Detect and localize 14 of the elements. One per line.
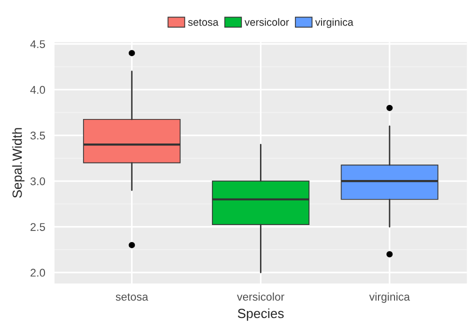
- y-tick-label: 3.5: [30, 132, 46, 140]
- x-tick-label: virginica: [369, 292, 410, 303]
- x-tick-label: setosa: [116, 293, 148, 301]
- legend-label: versicolor: [244, 18, 289, 26]
- x-tick-label: versicolor: [236, 292, 284, 301]
- y-tick-label: 3.0: [30, 177, 46, 186]
- y-tick-label: 2.5: [30, 223, 46, 231]
- y-axis-title: Sepal.Width: [12, 128, 24, 198]
- y-tick-label: 4.0: [30, 86, 46, 94]
- legend-label: virginica: [315, 18, 354, 28]
- x-axis-title: Species: [238, 308, 284, 321]
- legend-label: setosa: [188, 19, 219, 26]
- y-tick-label: 2.0: [30, 268, 46, 277]
- y-tick-label: 4.5: [30, 40, 46, 48]
